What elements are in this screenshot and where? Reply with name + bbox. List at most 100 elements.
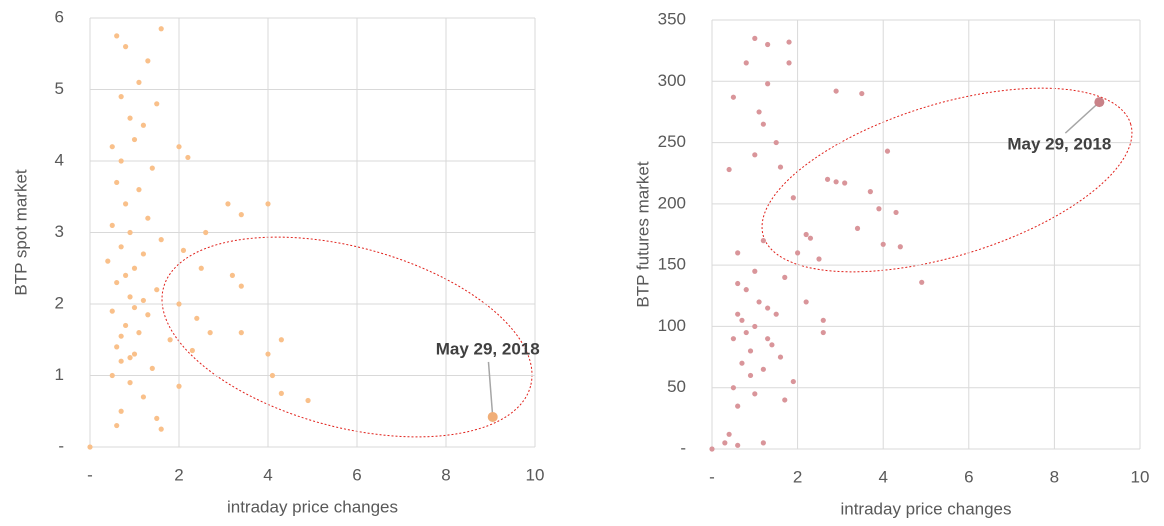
point [176,301,182,307]
point [786,60,792,66]
point [305,397,311,404]
point [919,279,925,285]
point [131,304,138,311]
point [238,283,244,289]
point [833,179,839,185]
point [265,351,271,357]
point [118,358,124,364]
point [127,115,133,121]
point [735,311,741,317]
point [194,315,200,321]
point [893,209,899,216]
point [114,179,120,186]
point [760,238,766,244]
point [777,164,784,170]
point [756,299,762,305]
point [777,354,784,360]
point [140,394,146,400]
point [189,347,195,354]
point [786,39,792,45]
point [238,212,244,218]
x-tick-label: 6 [964,467,973,486]
point [140,251,146,257]
annotation-point [1094,97,1105,108]
point [123,201,129,207]
point [743,60,749,66]
point [765,305,771,311]
y-tick-label: 50 [667,377,686,396]
point [265,201,271,207]
x-tick-label: 4 [263,465,272,484]
point [752,35,758,41]
x-tick-label: - [709,467,715,486]
point [752,323,758,330]
point [760,440,766,446]
point [229,272,235,278]
point [867,189,873,195]
point [238,330,244,336]
point [824,176,831,182]
point [752,152,758,158]
y-tick-label: 2 [55,293,64,312]
point [782,397,788,403]
point [145,312,151,318]
point [140,297,146,304]
point [105,258,111,264]
point [709,446,715,452]
x-axis-label: intraday price changes [227,497,398,516]
y-tick-label: 350 [658,9,686,28]
y-tick-label: 200 [658,193,686,212]
point [735,250,741,256]
point [154,287,160,293]
y-tick-label: 300 [658,71,686,90]
x-tick-label: 8 [1050,467,1059,486]
point [207,330,213,336]
point [269,372,276,379]
point [131,136,138,143]
point [765,81,771,87]
x-axis-label: intraday price changes [840,499,1011,518]
point [773,311,779,317]
point [154,415,160,421]
point [136,187,142,193]
point [735,403,741,409]
point [790,378,796,385]
point [735,442,741,448]
point [203,229,209,236]
point [803,299,809,305]
point [807,235,814,241]
point [795,250,801,256]
annotation-connector [487,361,494,418]
point [123,272,129,278]
y-tick-label: 250 [658,132,686,151]
y-tick-label: 100 [658,316,686,335]
point [185,154,191,161]
point [816,256,822,262]
point [127,294,133,300]
point [760,366,766,372]
point [176,383,182,389]
point [123,44,129,50]
point [136,330,142,336]
point [118,333,124,339]
point [180,247,187,253]
point [765,41,771,48]
point [118,244,124,250]
point [158,237,164,243]
point [114,279,120,286]
point [773,139,779,146]
point [114,344,120,350]
highlight-ellipse [161,236,533,438]
point [131,351,138,357]
point [140,122,146,128]
annotation-connector [1064,101,1100,134]
y-tick-label: 4 [55,150,64,169]
point [820,329,826,336]
point [730,336,737,342]
point [765,336,771,342]
point [136,79,142,85]
point [149,365,155,371]
point [127,229,133,236]
point [743,287,749,293]
